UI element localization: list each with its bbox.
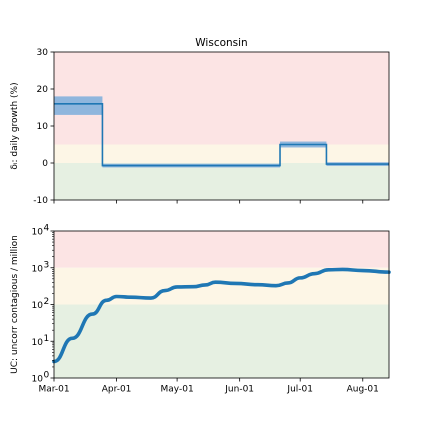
contagious-x-tick-label: May-01	[161, 385, 194, 395]
contagious-x-tick-label: Mar-01	[38, 385, 69, 395]
growth-y-tick-label: 10	[37, 122, 49, 132]
contagious-line	[52, 267, 391, 364]
growth-y-axis-label: δᵢ: daily growth (%)	[10, 82, 20, 169]
contagious-zone-green	[54, 304, 389, 378]
contagious-y-tick-label: 10	[32, 228, 44, 238]
contagious-y-tick-label: 10	[32, 264, 44, 274]
contagious-y-tick-exponent: 2	[44, 297, 50, 307]
contagious-y-tick-label: 10	[32, 375, 44, 385]
contagious-x-ticks: Mar-01 Apr-01 May-01 Jun-01 Jul-01 Aug-01	[38, 378, 379, 395]
contagious-x-tick-label: Jul-01	[286, 385, 313, 395]
contagious-zone-red	[54, 231, 389, 268]
contagious-x-tick-label: Jun-01	[224, 385, 254, 395]
contagious-y-tick-exponent: 1	[44, 334, 50, 344]
contagious-zones	[54, 231, 389, 378]
contagious-y-tick-exponent: 3	[44, 260, 50, 270]
contagious-y-tick-label: 10	[32, 338, 44, 348]
growth-y-tick-label: -10	[33, 196, 48, 206]
growth-zone-red	[54, 52, 389, 145]
chart-title: Wisconsin	[195, 37, 247, 49]
growth-panel: -10 0 10 20 30 Wisconsin δᵢ: daily growth (%…	[10, 37, 390, 206]
contagious-x-tick-label: Aug-01	[347, 385, 379, 395]
growth-zone-yellow	[54, 144, 389, 163]
growth-series-line	[54, 103, 389, 167]
growth-x-ticks	[53, 200, 364, 204]
contagious-y-tick-exponent: 4	[44, 224, 50, 234]
contagious-y-tick-label: 10	[32, 301, 44, 311]
growth-y-ticks: -10 0 10 20 30	[33, 48, 54, 206]
contagious-x-tick-label: Apr-01	[102, 385, 132, 395]
growth-step-line	[54, 103, 389, 167]
growth-y-tick-label: 20	[37, 85, 49, 95]
growth-zone-green	[54, 163, 389, 200]
contagious-series-line	[52, 267, 391, 364]
growth-y-tick-label: 30	[37, 48, 49, 58]
growth-band-segment	[54, 96, 103, 115]
contagious-y-axis-label: UC: uncorr contagious / million	[10, 235, 20, 374]
contagious-y-tick-exponent: 0	[44, 371, 50, 381]
growth-y-tick-label: 0	[42, 159, 48, 169]
growth-zones	[54, 52, 389, 200]
